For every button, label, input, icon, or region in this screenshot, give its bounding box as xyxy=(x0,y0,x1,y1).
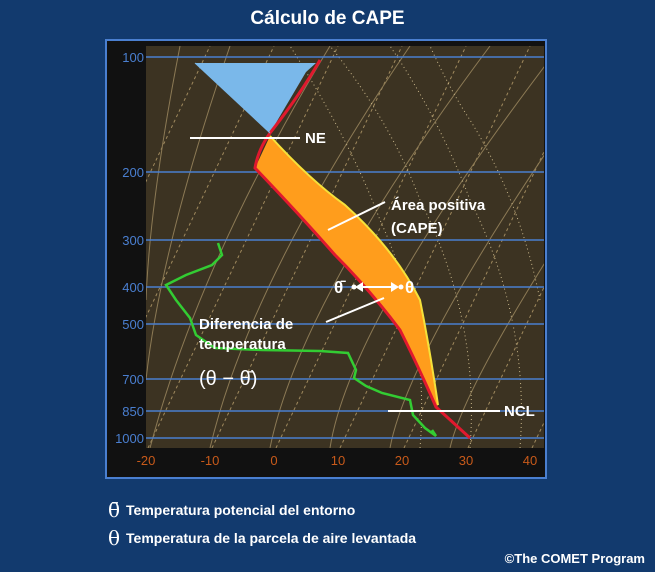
y-tick-label: 500 xyxy=(122,317,144,332)
theta-icon: θ xyxy=(108,526,121,550)
y-tick-label: 200 xyxy=(122,165,144,180)
env-theta-label: θ̄ xyxy=(334,278,346,297)
positive-area-label: Área positiva xyxy=(391,197,486,214)
y-tick-label: 400 xyxy=(122,280,144,295)
ne-label: NE xyxy=(305,130,326,147)
env-temperature-line xyxy=(253,59,472,440)
legend-text: Temperatura potencial del entorno xyxy=(126,502,356,518)
x-tick-label: 40 xyxy=(523,453,537,468)
credit: ©The COMET Program xyxy=(504,551,645,566)
x-tick-label: -10 xyxy=(201,453,220,468)
parcel-curve xyxy=(269,135,439,406)
negative-area xyxy=(195,63,316,133)
y-tick-label: 850 xyxy=(122,404,144,419)
x-tick-label: 10 xyxy=(331,453,345,468)
legend-item-env: θ̄ Temperatura potencial del entorno xyxy=(108,496,356,522)
parcel-theta-label: θ xyxy=(405,278,414,297)
x-tick-label: 30 xyxy=(459,453,473,468)
moist-adiabats xyxy=(289,46,541,448)
arrow-right-head xyxy=(391,282,399,292)
ncl-label: NCL xyxy=(504,403,535,420)
temp-diff-label-line2: temperatura xyxy=(199,336,286,353)
legend-text: Temperatura de la parcela de aire levant… xyxy=(126,530,417,546)
negative-area-edge xyxy=(194,62,271,134)
x-tick-label: 0 xyxy=(270,453,277,468)
y-tick-label: 100 xyxy=(122,50,144,65)
y-axis-labels: 100 200 300 400 500 700 850 1000 xyxy=(115,50,144,446)
cape-area xyxy=(255,136,438,407)
temp-diff-label-line1: Diferencia de xyxy=(199,316,293,333)
x-tick-label: -20 xyxy=(137,453,156,468)
figure-title: Cálculo de CAPE xyxy=(250,8,405,29)
y-tick-label: 300 xyxy=(122,233,144,248)
parcel-theta-dot xyxy=(398,284,404,290)
x-tick-label: 20 xyxy=(395,453,409,468)
theta-bar-icon: θ̄ xyxy=(108,498,121,522)
y-tick-label: 700 xyxy=(122,372,144,387)
positive-area-sublabel: (CAPE) xyxy=(391,220,443,237)
arrow-left-head xyxy=(355,282,363,292)
tempdiff-pointer xyxy=(325,297,385,323)
background-lines xyxy=(146,46,544,448)
x-axis-labels: -20 -10 0 10 20 30 40 xyxy=(137,453,538,468)
env-theta-dot xyxy=(351,284,357,290)
legend-item-parcel: θ Temperatura de la parcela de aire levan… xyxy=(108,524,417,550)
cape-pointer xyxy=(327,201,386,231)
temp-diff-formula: (θ − θ̄) xyxy=(199,368,257,390)
y-tick-label: 1000 xyxy=(115,431,144,446)
